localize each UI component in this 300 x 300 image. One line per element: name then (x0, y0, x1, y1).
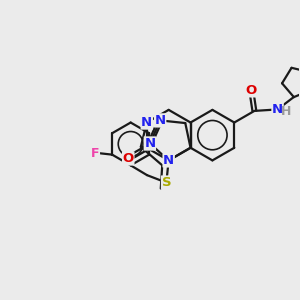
Text: N: N (144, 137, 155, 150)
Text: F: F (91, 147, 99, 160)
Text: N: N (154, 114, 166, 127)
Text: S: S (161, 176, 171, 189)
Text: O: O (246, 84, 257, 97)
Text: O: O (123, 152, 134, 165)
Text: N: N (141, 116, 152, 129)
Text: N: N (163, 154, 174, 167)
Text: N: N (272, 103, 283, 116)
Text: H: H (281, 105, 291, 118)
